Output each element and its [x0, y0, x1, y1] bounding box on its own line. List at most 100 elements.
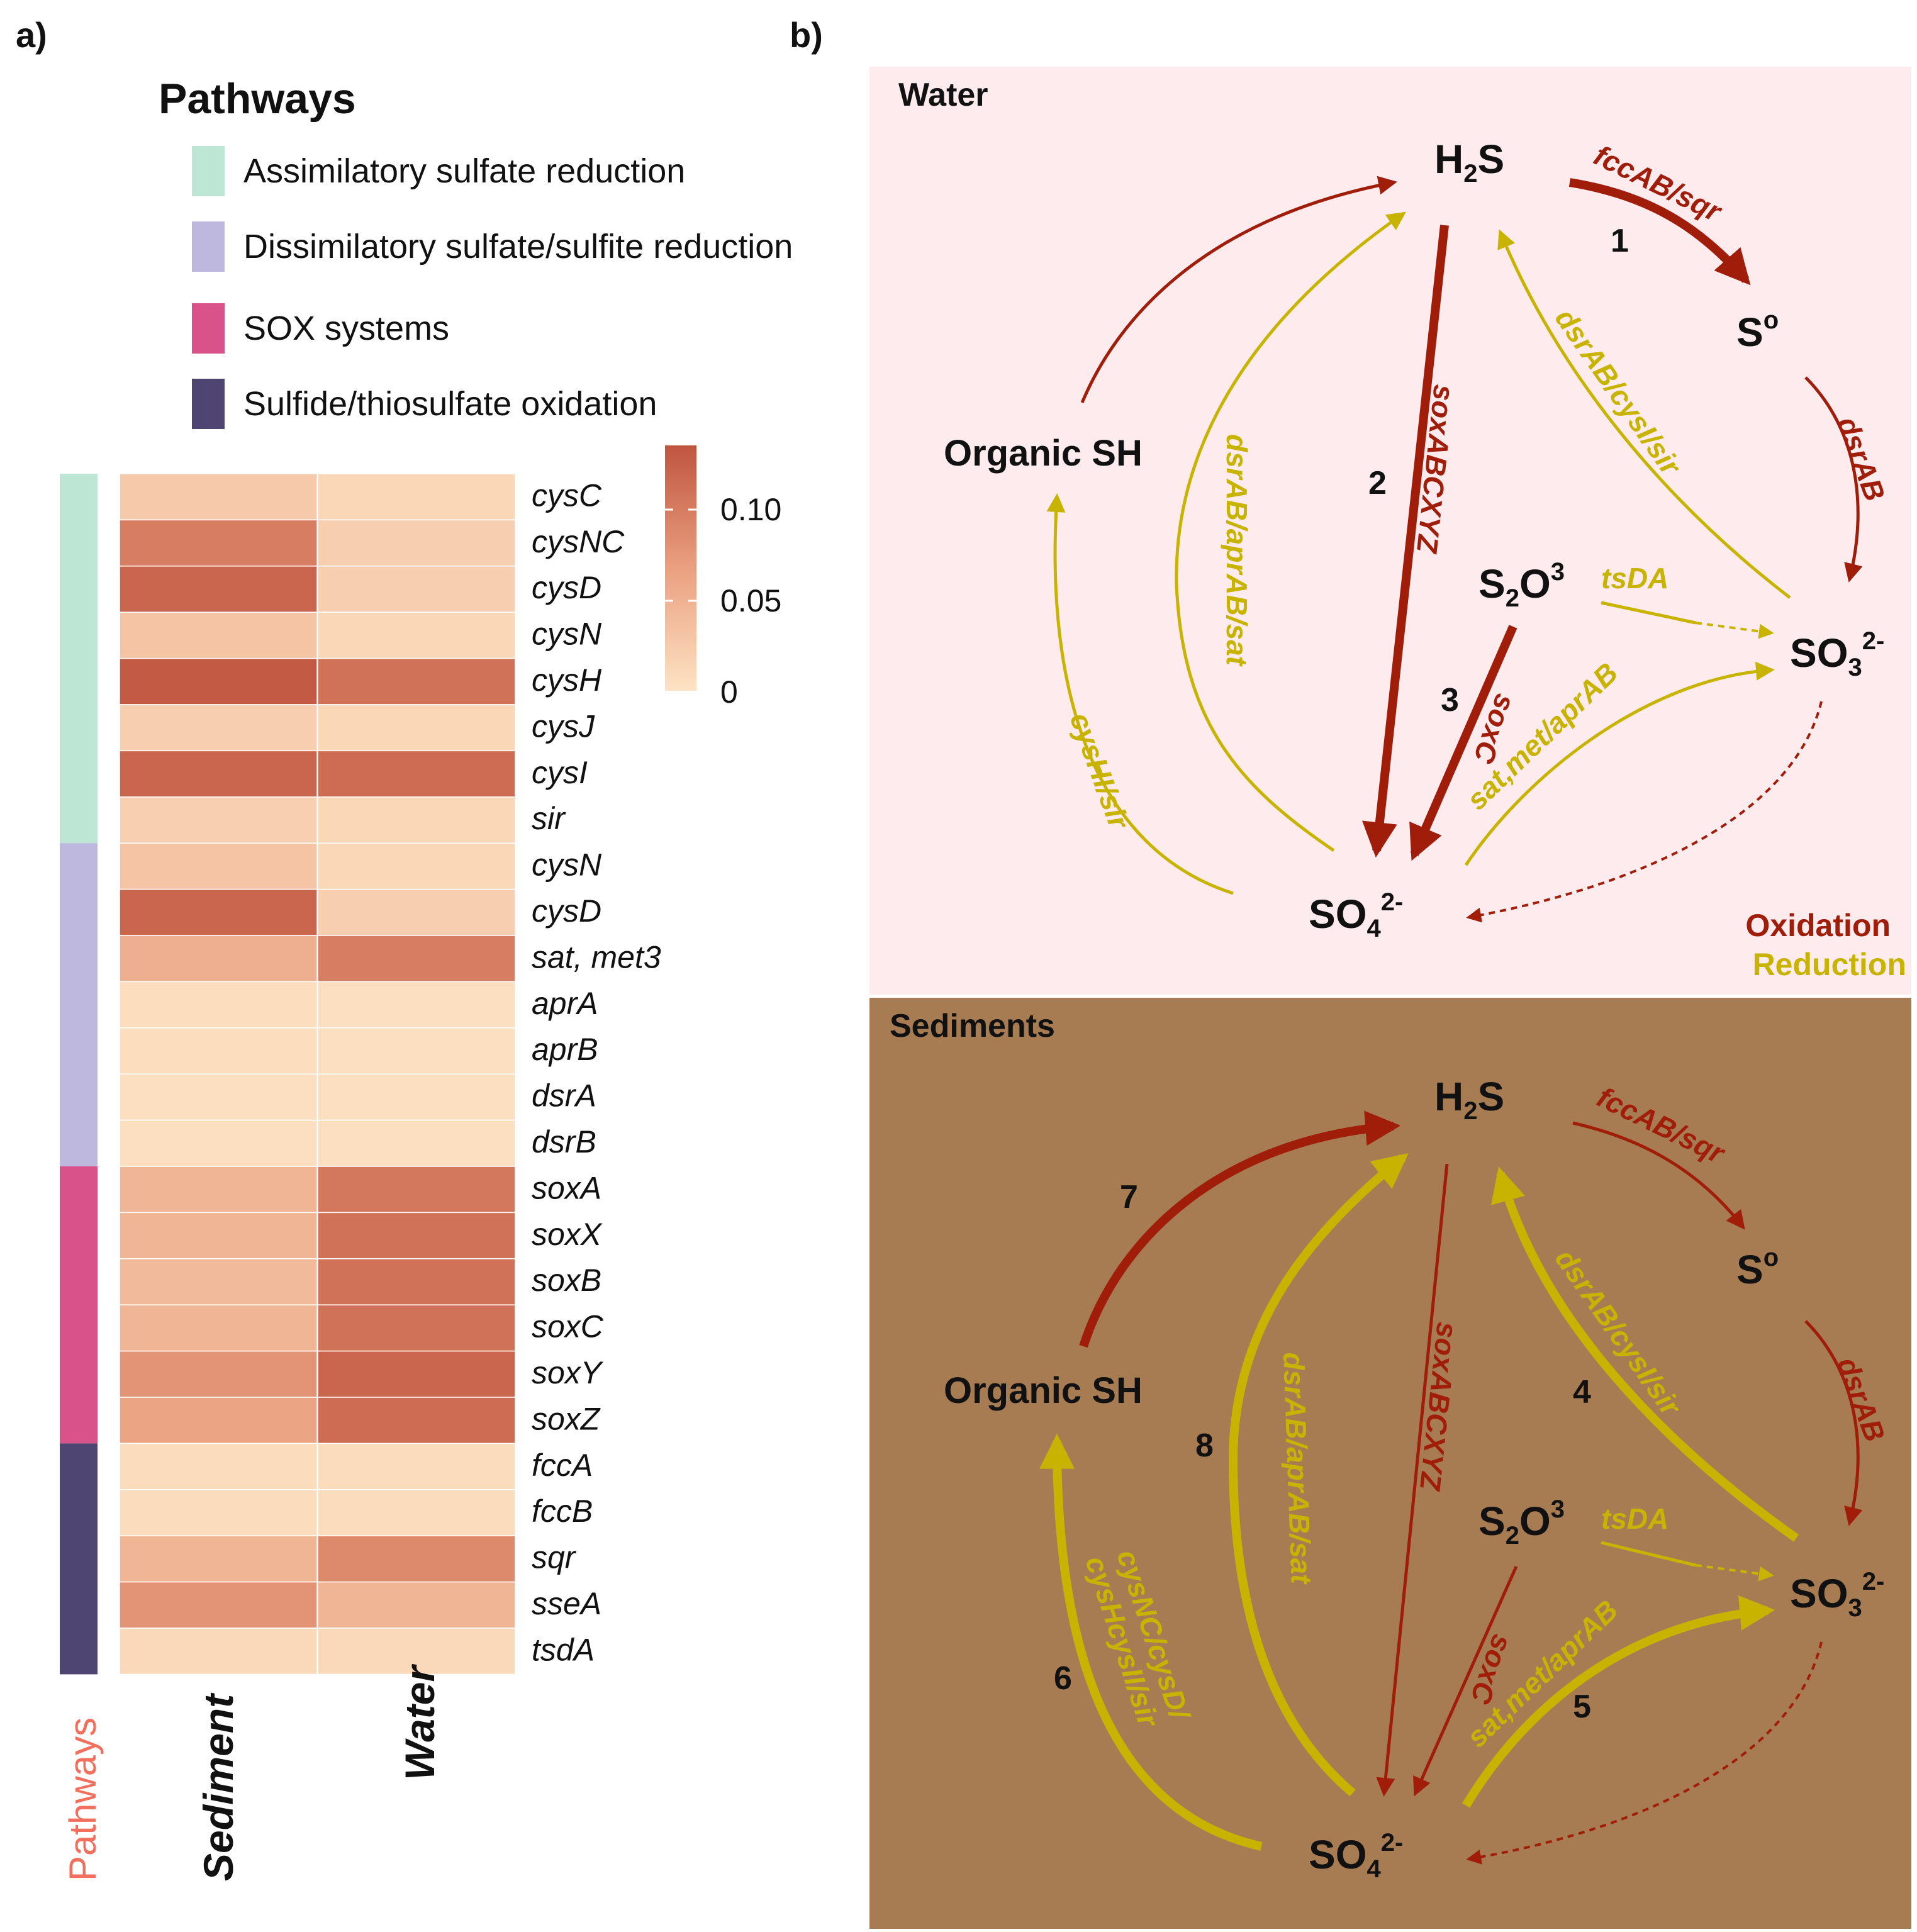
gene-label: sseA [532, 1586, 601, 1621]
sediments-enzyme-dsrab-aprab-sat: dsrAB/aprAB/sat [1277, 1352, 1318, 1585]
water-step-number: 3 [1441, 682, 1459, 718]
sediments-arrow-h2s-to-so4 [1376, 1163, 1449, 1797]
heatmap-cell-water [317, 1535, 516, 1583]
panel-a-label: a) [16, 15, 47, 55]
water-arrow-s2o3-to-so3-solid [1601, 601, 1696, 625]
sediments-compound-so3: SO32- [1790, 1568, 1884, 1622]
heatmap-cell-sediment [119, 1535, 318, 1583]
legend-swatch-assimilatory [192, 146, 225, 196]
heatmap-cell-sediment [119, 1443, 318, 1490]
gene-label: soxX [532, 1217, 603, 1252]
heatmap-cell-water [317, 842, 516, 890]
heatmap-cell-sediment [119, 888, 318, 936]
pathways-axis-label: Pathways [62, 1717, 104, 1881]
heatmap-cell-sediment [119, 657, 318, 705]
sediments-panel-title: Sediments [890, 1008, 1055, 1044]
sediments-arrow-so4-to-h2s [1228, 1153, 1409, 1797]
heatmap-cell-water [317, 796, 516, 844]
heatmap-cell-sediment [119, 473, 318, 521]
heatmap-cell-water [317, 1489, 516, 1536]
heatmap [119, 473, 516, 1675]
sediments-compound-organic-sh: Organic SH [944, 1370, 1143, 1411]
sediments-arrow-so4-to-so3 [1462, 1595, 1775, 1808]
heatmap-cell-water [317, 566, 516, 613]
heatmap-cell-water [317, 1119, 516, 1167]
key-reduction: Reduction [1753, 947, 1906, 982]
water-arrow-so4-to-h2s [1175, 211, 1406, 852]
water-compound-s0: So [1736, 306, 1779, 355]
gene-label: tsdA [532, 1632, 595, 1667]
heatmap-cell-sediment [119, 1304, 318, 1352]
water-arrow-organic-to-h2s [1080, 176, 1397, 403]
heatmap-cell-water [317, 935, 516, 983]
heatmap-cell-sediment [119, 750, 318, 798]
water-panel-background [869, 67, 1911, 995]
heatmap-cell-water [317, 1304, 516, 1352]
heatmap-cell-sediment [119, 1027, 318, 1075]
heatmap-cell-sediment [119, 1581, 318, 1629]
sediments-step-number: 4 [1573, 1374, 1591, 1410]
heatmap-cell-sediment [119, 796, 318, 844]
sediments-compound-s2o3: S2O3 [1478, 1495, 1565, 1550]
heatmap-cell-sediment [119, 1119, 318, 1167]
panel-b-label: b) [790, 15, 823, 55]
water-enzyme-dsrab-aprab-sat: dsrAB/aprAB/sat [1221, 434, 1253, 667]
heatmap-cell-water [317, 1258, 516, 1305]
water-arrow-h2s-to-s0 [1568, 178, 1751, 286]
colorbar: 0.10 0.05 0 [665, 445, 781, 710]
gene-label: aprB [532, 1032, 598, 1067]
gene-label: cysD [532, 893, 601, 929]
sediments-arrow-s2o3-to-so3-dashed [1695, 1564, 1774, 1582]
sediments-arrow-so4-to-organic [1039, 1433, 1263, 1851]
gene-label: dsrA [532, 1078, 596, 1114]
gene-label: aprA [532, 986, 598, 1021]
colorbar-tick-label: 0.05 [720, 583, 781, 618]
colorbar-gradient [665, 445, 696, 691]
gene-label: cysN [532, 847, 602, 883]
gene-label: soxZ [532, 1401, 601, 1436]
gene-label: cysJ [532, 708, 595, 744]
heatmap-cell-sediment [119, 566, 318, 613]
pathway-bar-segment [60, 474, 98, 844]
heatmap-cell-water [317, 888, 516, 936]
legend-label-sulfide-oxidation: Sulfide/thiosulfate oxidation [243, 385, 657, 423]
legend-swatch-sulfide-oxidation [192, 379, 225, 429]
heatmap-cell-water [317, 657, 516, 705]
key-oxidation: Oxidation [1745, 908, 1891, 943]
heatmap-cell-sediment [119, 1212, 318, 1259]
colorbar-tick-label: 0 [720, 674, 738, 710]
sediments-step-number: 5 [1573, 1689, 1591, 1725]
column-label-sediment: Sediment [195, 1692, 242, 1881]
heatmap-cell-sediment [119, 704, 318, 752]
water-arrow-so4-to-so3 [1464, 661, 1775, 866]
sediments-arrow-s2o3-to-so3-solid [1601, 1541, 1696, 1567]
water-panel-title: Water [898, 77, 988, 113]
water-compound-s2o3: S2O3 [1478, 558, 1565, 612]
sediments-arrow-h2s-to-s0 [1572, 1121, 1745, 1230]
water-compound-so4: SO42- [1309, 888, 1403, 942]
water-compound-h2s: H2S [1434, 137, 1504, 187]
water-arrow-so3-to-so4-dashed [1466, 701, 1823, 923]
heatmap-cell-water [317, 1581, 516, 1629]
gene-label: sat, met3 [532, 939, 661, 974]
heatmap-cell-sediment [119, 611, 318, 659]
gene-label: cysNC [532, 524, 625, 559]
heatmap-cell-water [317, 1073, 516, 1121]
heatmap-cell-sediment [119, 519, 318, 567]
heatmap-cell-sediment [119, 1350, 318, 1398]
heatmap-cell-water [317, 704, 516, 752]
heatmap-cell-water [317, 611, 516, 659]
sediments-compound-h2s: H2S [1434, 1074, 1504, 1125]
heatmap-cell-sediment [119, 1258, 318, 1305]
heatmap-cell-sediment [119, 935, 318, 983]
sediments-step-number: 6 [1054, 1660, 1072, 1697]
pathway-bar-segment [60, 1166, 98, 1444]
water-arrow-h2s-to-so4 [1362, 225, 1449, 858]
gene-label: cysH [532, 662, 602, 698]
heatmap-cell-water [317, 1397, 516, 1444]
legend-label-sox: SOX systems [243, 310, 449, 347]
gene-label: cysI [532, 755, 588, 790]
heatmap-cell-sediment [119, 842, 318, 890]
